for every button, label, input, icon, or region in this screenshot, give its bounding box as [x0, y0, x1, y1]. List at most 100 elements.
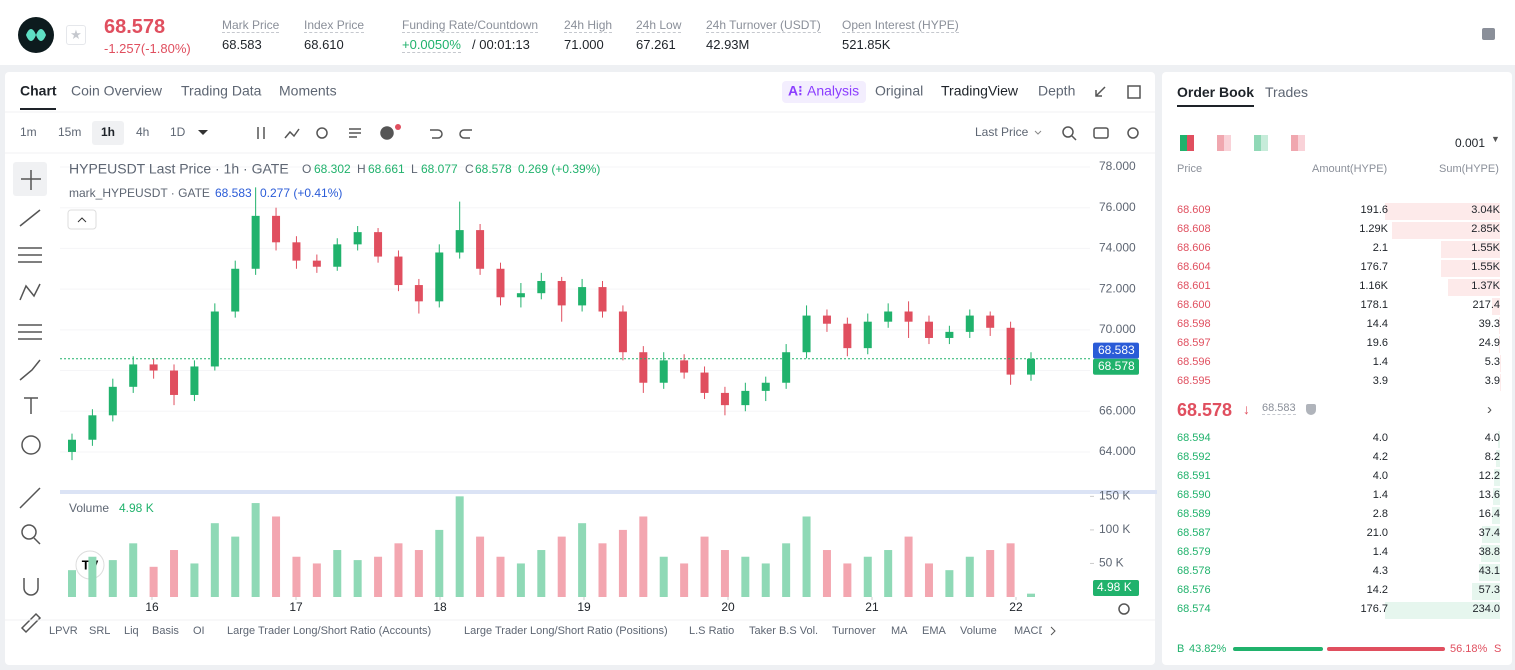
view-tab[interactable]: TradingView: [941, 83, 1019, 99]
candle-body: [333, 244, 342, 267]
indicator[interactable]: Basis: [152, 625, 179, 637]
indicator[interactable]: OI: [193, 625, 205, 637]
ob-precision[interactable]: 0.001: [1455, 136, 1486, 150]
shield-icon: [1306, 404, 1316, 415]
volume-bar: [210, 523, 219, 597]
stat-value: +0.0050%: [402, 37, 461, 53]
depth-bar: [1441, 260, 1500, 277]
ob-layout-icon[interactable]: [1254, 135, 1268, 151]
view-tab[interactable]: Depth: [1038, 83, 1075, 99]
ob-amount: 2.8: [1372, 508, 1388, 520]
candle-body: [435, 252, 444, 302]
volume-bar: [353, 560, 362, 597]
ratio-buy: 43.82%: [1189, 643, 1227, 655]
indicator[interactable]: Large Trader Long/Short Ratio (Positions…: [464, 625, 668, 637]
volume-bar: [272, 516, 281, 597]
volume-bar: [904, 536, 913, 597]
tab[interactable]: Chart: [20, 83, 57, 99]
indicator[interactable]: LPVR: [49, 625, 78, 637]
depth-bar: [1498, 431, 1500, 448]
stat-value: 68.583: [222, 37, 262, 52]
candle-body: [251, 215, 260, 269]
indicator[interactable]: SRL: [89, 625, 110, 637]
candle-body: [537, 280, 546, 294]
depth-bar: [1392, 222, 1500, 239]
stat-label: 24h Low: [636, 18, 682, 33]
ob-sum: 12.2: [1478, 470, 1500, 482]
favorite[interactable]: ★: [66, 25, 86, 45]
volume-bar: [394, 543, 403, 597]
view-tab[interactable]: Original: [875, 83, 923, 99]
price-change: -1.257(-1.80%): [104, 41, 191, 56]
tab[interactable]: Coin Overview: [71, 83, 163, 99]
ob-price: 68.589: [1177, 508, 1211, 520]
ob-layout-icon[interactable]: [1217, 135, 1231, 151]
ob-amount: 21.0: [1366, 527, 1388, 539]
ob-price: 68.598: [1177, 318, 1211, 330]
ohlc-value: 68.661: [368, 162, 405, 176]
candle-body: [863, 321, 872, 349]
y-tick-label: 66.000: [1099, 403, 1136, 417]
ob-tab[interactable]: Order Book: [1177, 84, 1255, 107]
depth-bar: [1471, 583, 1500, 600]
tab[interactable]: Trading Data: [181, 83, 262, 99]
ob-layout-icon[interactable]: [1291, 135, 1305, 151]
ob-price: 68.579: [1177, 546, 1211, 558]
drawing-tools[interactable]: [13, 162, 47, 634]
ohlc-value: 68.077: [421, 162, 458, 176]
volume-bar: [251, 503, 260, 597]
volume-bar: [129, 543, 138, 597]
ob-layout-icon[interactable]: [1180, 135, 1194, 151]
collapse-button[interactable]: [67, 209, 97, 230]
ohlc-key: O: [302, 162, 311, 176]
price-marker-label: 68.578: [1098, 359, 1135, 373]
x-tick-label: 20: [721, 600, 735, 614]
y-tick-label: 74.000: [1099, 241, 1136, 255]
volume-bar: [1006, 543, 1015, 597]
indicator[interactable]: MA: [891, 625, 908, 637]
ob-price: 68.574: [1177, 603, 1211, 615]
volume-bar: [68, 570, 76, 597]
volume-tick-label: 150 K: [1099, 489, 1130, 503]
indicator[interactable]: Large Trader Long/Short Ratio (Accounts): [227, 625, 431, 637]
depth-bar: [1494, 469, 1500, 486]
settings-icon[interactable]: [1482, 28, 1495, 40]
ob-price: 68.596: [1177, 356, 1211, 368]
candle-body: [904, 311, 913, 322]
candle-body: [578, 287, 587, 306]
candle-body: [680, 360, 689, 373]
indicator[interactable]: MACD: [1014, 625, 1046, 637]
candle-body: [374, 232, 383, 257]
stat-label: 24h High: [564, 18, 613, 33]
candle-body: [455, 230, 464, 253]
ob-price: 68.609: [1177, 204, 1211, 216]
toolbar-icons[interactable]: [198, 85, 1141, 615]
indicator[interactable]: Liq: [124, 625, 139, 637]
ob-tab[interactable]: Trades: [1265, 84, 1309, 100]
ob-amount: 176.7: [1360, 261, 1388, 273]
indicator[interactable]: Turnover: [832, 625, 876, 637]
candle-body: [884, 311, 893, 322]
ob-price: 68.595: [1177, 375, 1211, 387]
candle-body: [68, 439, 76, 452]
ob-more[interactable]: ›: [1487, 401, 1492, 418]
volume-bar: [761, 563, 770, 597]
tab-underline: [20, 108, 56, 110]
tab[interactable]: Moments: [279, 83, 337, 99]
view-tab[interactable]: Analysis: [807, 83, 859, 99]
interval: 1D: [170, 125, 186, 139]
x-tick-label: 22: [1009, 600, 1023, 614]
indicator[interactable]: Volume: [960, 625, 997, 637]
candle-body: [802, 315, 811, 353]
ob-price: 68.600: [1177, 299, 1211, 311]
indicator[interactable]: EMA: [922, 625, 947, 637]
ob-amount: 176.7: [1360, 603, 1388, 615]
ob-sum: 2.85K: [1471, 223, 1500, 235]
indicator[interactable]: L.S Ratio: [689, 625, 734, 637]
ob-sum: 24.9: [1478, 337, 1500, 349]
ob-precision-arrow: ▼: [1491, 134, 1500, 144]
mark-title: mark_HYPEUSDT · GATE: [69, 186, 210, 200]
ob-amount: 4.3: [1372, 565, 1388, 577]
indicator[interactable]: Taker B.S Vol.: [749, 625, 818, 637]
